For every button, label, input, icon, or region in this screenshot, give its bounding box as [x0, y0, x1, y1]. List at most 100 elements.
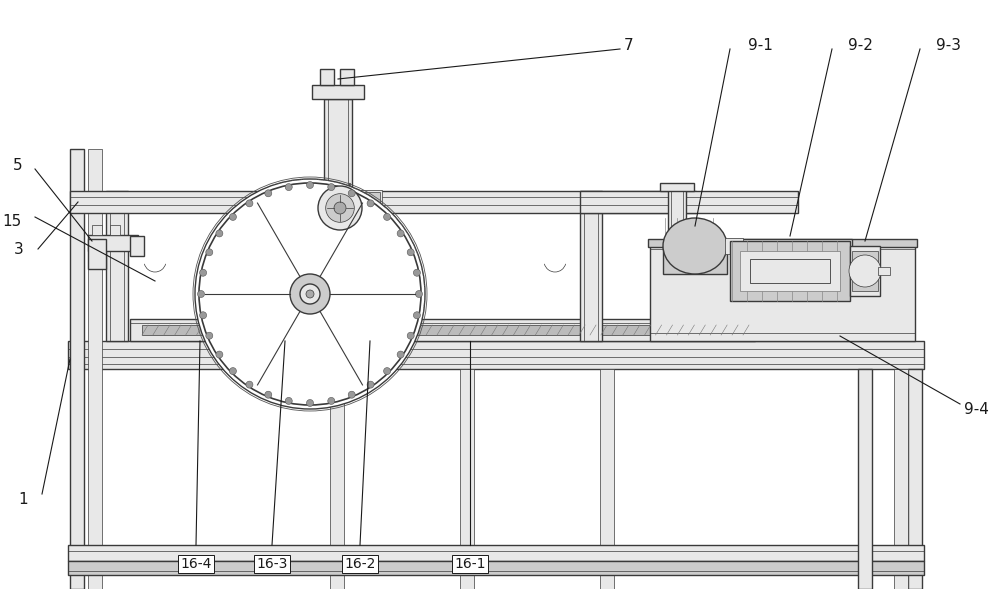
Circle shape [397, 351, 404, 358]
Bar [324, 99, 352, 191]
Circle shape [306, 290, 314, 298]
Text: 9-3: 9-3 [936, 38, 961, 52]
Text: 5: 5 [12, 157, 22, 173]
Bar [88, 235, 138, 251]
Circle shape [416, 290, 422, 297]
Bar [850, 246, 880, 296]
Circle shape [348, 391, 355, 398]
Bar [663, 246, 727, 274]
Bar [852, 251, 878, 291]
Bar [728, 239, 852, 249]
Circle shape [216, 230, 223, 237]
Polygon shape [292, 183, 350, 317]
Bar [352, 190, 382, 228]
Bar [130, 319, 755, 341]
Bar [106, 191, 128, 341]
Bar [340, 69, 354, 85]
Circle shape [367, 381, 374, 388]
Circle shape [407, 332, 414, 339]
Bar [130, 236, 144, 256]
Circle shape [384, 368, 391, 375]
Circle shape [413, 312, 420, 319]
Circle shape [326, 194, 354, 222]
Circle shape [290, 274, 330, 314]
Circle shape [307, 181, 314, 188]
Circle shape [229, 213, 236, 220]
Bar [858, 369, 872, 589]
Circle shape [285, 398, 292, 405]
Circle shape [206, 249, 213, 256]
Bar [310, 196, 370, 236]
Bar [750, 259, 830, 283]
Bar [730, 241, 850, 301]
Bar [648, 239, 917, 247]
Bar [460, 369, 474, 589]
Bar [660, 183, 694, 191]
Circle shape [407, 249, 414, 256]
Circle shape [348, 190, 355, 197]
Circle shape [206, 332, 213, 339]
Circle shape [200, 269, 207, 276]
Circle shape [307, 399, 314, 406]
Circle shape [216, 351, 223, 358]
Bar [70, 149, 84, 589]
Text: 16-2: 16-2 [344, 557, 376, 571]
Bar [70, 191, 696, 213]
Text: 16-3: 16-3 [256, 557, 288, 571]
Circle shape [384, 213, 391, 220]
Bar [725, 238, 743, 254]
Bar [92, 225, 102, 235]
Circle shape [246, 381, 253, 388]
Circle shape [300, 284, 320, 304]
Bar [312, 85, 364, 99]
Circle shape [367, 200, 374, 207]
Bar [354, 192, 380, 226]
Bar [740, 251, 840, 291]
Circle shape [265, 190, 272, 197]
Circle shape [229, 368, 236, 375]
Text: 3: 3 [14, 241, 24, 256]
Circle shape [285, 184, 292, 191]
Bar [68, 341, 924, 369]
Bar [68, 561, 924, 575]
Circle shape [200, 312, 207, 319]
Ellipse shape [663, 218, 727, 274]
Bar [330, 369, 344, 589]
Circle shape [413, 269, 420, 276]
Bar [650, 241, 915, 341]
Text: 7: 7 [624, 38, 634, 52]
Circle shape [198, 290, 205, 297]
Text: 9-1: 9-1 [748, 38, 773, 52]
Bar [668, 186, 686, 241]
Circle shape [265, 391, 272, 398]
Bar [600, 369, 614, 589]
Circle shape [849, 255, 881, 287]
Text: 16-4: 16-4 [180, 557, 212, 571]
Circle shape [328, 184, 335, 191]
Bar [580, 191, 602, 341]
Bar [908, 369, 922, 589]
Bar [300, 279, 308, 319]
Bar [68, 545, 924, 561]
Bar [88, 239, 106, 269]
Bar [894, 369, 908, 589]
Bar [314, 200, 366, 232]
Circle shape [397, 230, 404, 237]
Bar [580, 191, 798, 213]
Circle shape [334, 202, 346, 214]
Text: 15: 15 [3, 213, 22, 229]
Bar [312, 279, 320, 319]
Circle shape [195, 179, 425, 409]
Text: 9-2: 9-2 [848, 38, 873, 52]
Text: 9-4: 9-4 [964, 402, 989, 416]
Bar [142, 325, 743, 335]
Bar [878, 267, 890, 275]
Bar [110, 225, 120, 235]
Circle shape [246, 200, 253, 207]
Text: 1: 1 [18, 491, 28, 507]
Bar [88, 149, 102, 589]
Circle shape [328, 398, 335, 405]
Text: 16-1: 16-1 [454, 557, 486, 571]
Circle shape [318, 186, 362, 230]
Bar [320, 69, 334, 85]
